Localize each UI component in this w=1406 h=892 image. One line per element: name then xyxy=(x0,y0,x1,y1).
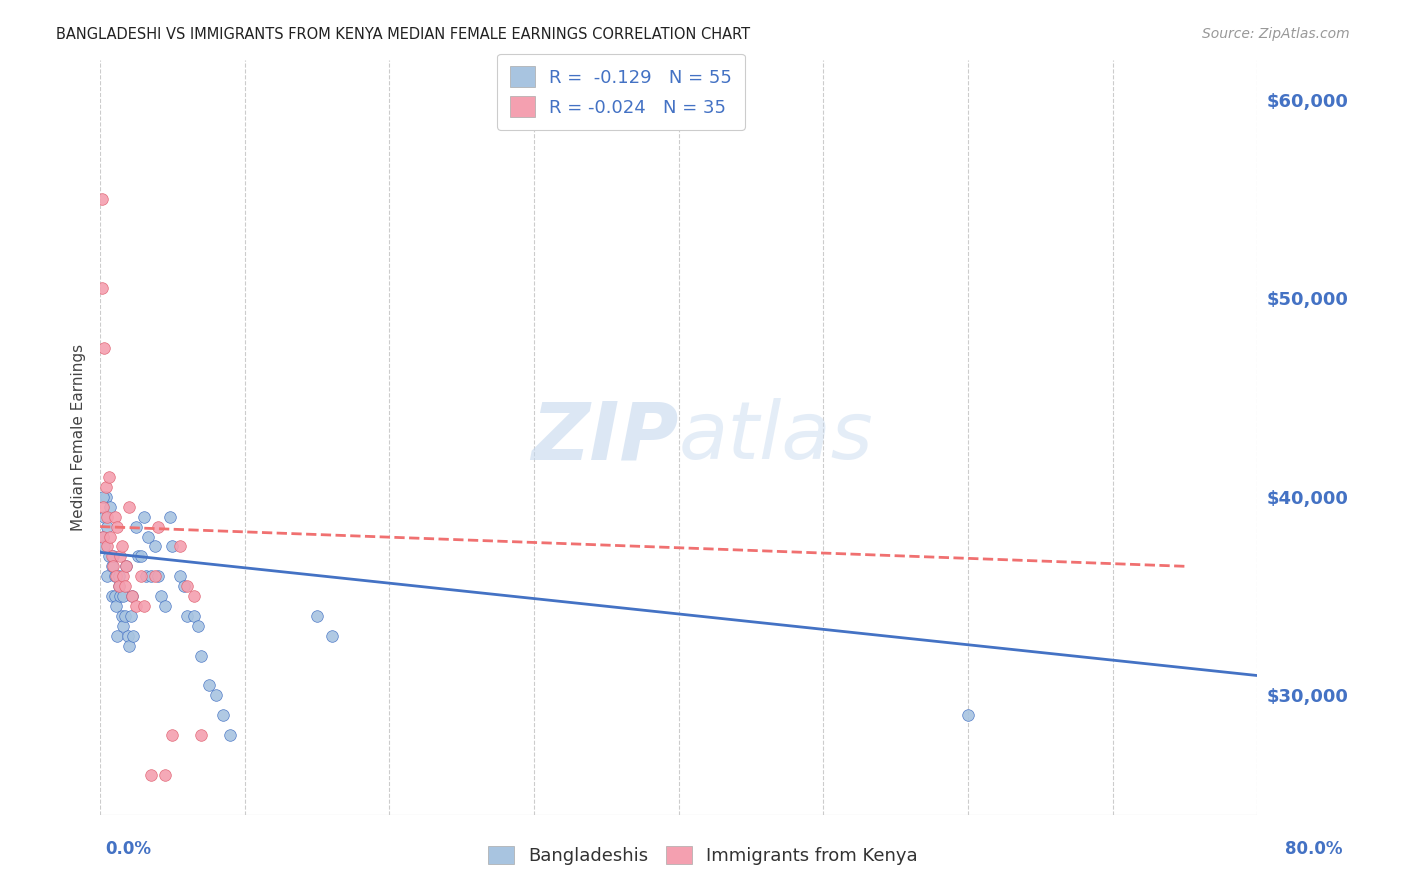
Point xyxy=(127,549,149,564)
Point xyxy=(176,579,198,593)
Point xyxy=(122,629,145,643)
Point xyxy=(90,281,112,295)
Point xyxy=(205,689,228,703)
Point xyxy=(90,192,112,206)
Point xyxy=(129,569,152,583)
Point xyxy=(104,509,127,524)
Point xyxy=(219,728,242,742)
Text: 80.0%: 80.0% xyxy=(1285,840,1343,858)
Point xyxy=(190,728,212,742)
Point xyxy=(146,519,169,533)
Point xyxy=(107,629,129,643)
Point xyxy=(162,540,184,554)
Point xyxy=(108,579,131,593)
Point xyxy=(94,480,117,494)
Point xyxy=(91,529,114,543)
Point xyxy=(112,619,135,633)
Point xyxy=(132,509,155,524)
Point xyxy=(94,490,117,504)
Point xyxy=(321,629,343,643)
Point xyxy=(96,509,118,524)
Point xyxy=(114,609,136,624)
Point xyxy=(111,609,134,624)
Point xyxy=(121,589,143,603)
Point xyxy=(159,509,181,524)
Point xyxy=(120,609,142,624)
Point xyxy=(118,500,141,514)
Point xyxy=(112,569,135,583)
Point xyxy=(111,540,134,554)
Point xyxy=(96,519,118,533)
Point xyxy=(139,569,162,583)
Point xyxy=(149,589,172,603)
Point xyxy=(100,559,122,574)
Text: ZIP: ZIP xyxy=(531,398,679,476)
Point xyxy=(183,609,205,624)
Text: 0.0%: 0.0% xyxy=(105,840,152,858)
Point xyxy=(108,579,131,593)
Point xyxy=(121,589,143,603)
Point xyxy=(97,549,120,564)
Point xyxy=(190,648,212,663)
Point xyxy=(101,559,124,574)
Legend: Bangladeshis, Immigrants from Kenya: Bangladeshis, Immigrants from Kenya xyxy=(481,838,925,872)
Point xyxy=(93,509,115,524)
Point xyxy=(197,678,219,692)
Point xyxy=(129,549,152,564)
Point xyxy=(101,549,124,564)
Point xyxy=(143,569,166,583)
Point xyxy=(183,589,205,603)
Point xyxy=(114,579,136,593)
Point xyxy=(307,609,329,624)
Point xyxy=(108,569,131,583)
Point xyxy=(115,559,138,574)
Point xyxy=(117,629,139,643)
Point xyxy=(112,589,135,603)
Point xyxy=(96,540,118,554)
Y-axis label: Median Female Earnings: Median Female Earnings xyxy=(72,343,86,531)
Point xyxy=(125,519,148,533)
Point xyxy=(143,540,166,554)
Point xyxy=(115,559,138,574)
Point xyxy=(91,529,114,543)
Point xyxy=(212,708,235,723)
Point xyxy=(155,599,177,613)
Point xyxy=(105,599,128,613)
Point xyxy=(93,540,115,554)
Point xyxy=(91,500,114,514)
Point xyxy=(98,529,121,543)
Point xyxy=(956,708,979,723)
Point xyxy=(93,341,115,355)
Point xyxy=(107,519,129,533)
Point xyxy=(125,599,148,613)
Point xyxy=(187,619,209,633)
Point xyxy=(173,579,195,593)
Text: Source: ZipAtlas.com: Source: ZipAtlas.com xyxy=(1202,27,1350,41)
Point xyxy=(98,500,121,514)
Point xyxy=(132,599,155,613)
Point xyxy=(146,569,169,583)
Point xyxy=(169,569,191,583)
Point xyxy=(97,470,120,484)
Point xyxy=(155,768,177,782)
Text: BANGLADESHI VS IMMIGRANTS FROM KENYA MEDIAN FEMALE EARNINGS CORRELATION CHART: BANGLADESHI VS IMMIGRANTS FROM KENYA MED… xyxy=(56,27,751,42)
Point xyxy=(110,589,132,603)
Point xyxy=(105,569,128,583)
Point xyxy=(104,569,127,583)
Point xyxy=(110,549,132,564)
Point xyxy=(100,549,122,564)
Text: atlas: atlas xyxy=(679,398,873,476)
Point xyxy=(104,589,127,603)
Point xyxy=(162,728,184,742)
Point xyxy=(91,490,114,504)
Point xyxy=(100,589,122,603)
Point xyxy=(118,639,141,653)
Point xyxy=(169,540,191,554)
Point xyxy=(139,768,162,782)
Point xyxy=(176,609,198,624)
Point xyxy=(96,569,118,583)
Legend: R =  -0.129   N = 55, R = -0.024   N = 35: R = -0.129 N = 55, R = -0.024 N = 35 xyxy=(496,54,745,130)
Point xyxy=(136,529,159,543)
Point xyxy=(135,569,157,583)
